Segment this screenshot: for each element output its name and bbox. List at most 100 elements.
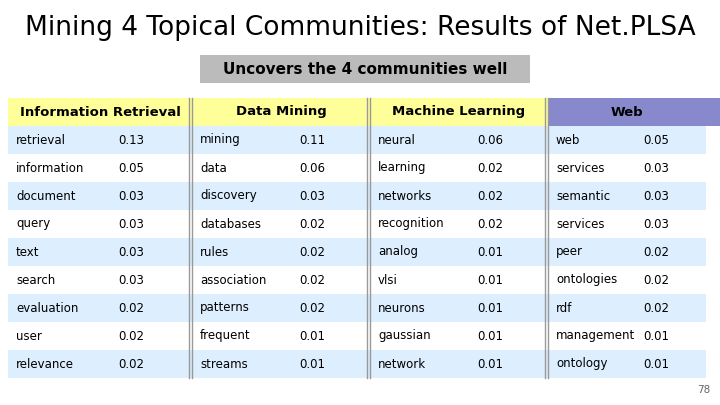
Bar xyxy=(548,98,706,126)
Bar xyxy=(8,126,192,154)
Text: vlsi: vlsi xyxy=(378,273,398,286)
Text: data: data xyxy=(200,162,227,175)
Text: learning: learning xyxy=(378,162,426,175)
Bar xyxy=(370,98,548,126)
Bar xyxy=(370,154,548,182)
Bar xyxy=(8,266,192,294)
Text: 0.01: 0.01 xyxy=(477,273,503,286)
Bar xyxy=(8,350,192,378)
Bar xyxy=(548,126,706,154)
Text: 0.03: 0.03 xyxy=(118,190,144,202)
Bar xyxy=(370,266,548,294)
Text: 0.02: 0.02 xyxy=(118,330,145,343)
Text: 0.01: 0.01 xyxy=(643,330,669,343)
Text: retrieval: retrieval xyxy=(16,134,66,147)
Bar xyxy=(192,238,370,266)
Bar xyxy=(200,55,530,83)
Bar xyxy=(548,266,706,294)
Text: 0.13: 0.13 xyxy=(118,134,145,147)
Text: 0.03: 0.03 xyxy=(643,162,669,175)
Bar xyxy=(192,210,370,238)
Text: information: information xyxy=(16,162,84,175)
Text: mining: mining xyxy=(200,134,240,147)
Text: 78: 78 xyxy=(697,385,710,395)
Text: 0.02: 0.02 xyxy=(299,217,325,230)
Text: Machine Learning: Machine Learning xyxy=(392,105,526,119)
Text: 0.02: 0.02 xyxy=(643,245,669,258)
Bar xyxy=(370,350,548,378)
Text: ontologies: ontologies xyxy=(556,273,617,286)
Bar xyxy=(8,322,192,350)
Text: discovery: discovery xyxy=(200,190,257,202)
Bar xyxy=(548,294,706,322)
Text: 0.01: 0.01 xyxy=(477,301,503,315)
Text: neurons: neurons xyxy=(378,301,426,315)
Bar xyxy=(192,266,370,294)
Bar xyxy=(8,98,192,126)
Bar xyxy=(8,210,192,238)
Text: rules: rules xyxy=(200,245,229,258)
Text: 0.03: 0.03 xyxy=(643,190,669,202)
Text: text: text xyxy=(16,245,40,258)
Text: neural: neural xyxy=(378,134,416,147)
Bar xyxy=(8,154,192,182)
Text: evaluation: evaluation xyxy=(16,301,78,315)
Bar xyxy=(548,350,706,378)
Text: 0.03: 0.03 xyxy=(118,273,144,286)
Text: peer: peer xyxy=(556,245,583,258)
Text: search: search xyxy=(16,273,55,286)
Text: analog: analog xyxy=(378,245,418,258)
Text: 0.11: 0.11 xyxy=(299,134,325,147)
Text: 0.02: 0.02 xyxy=(299,245,325,258)
Bar xyxy=(370,126,548,154)
Bar xyxy=(370,210,548,238)
Text: 0.02: 0.02 xyxy=(477,162,503,175)
Bar xyxy=(548,210,706,238)
Text: gaussian: gaussian xyxy=(378,330,431,343)
Bar xyxy=(8,294,192,322)
Text: ontology: ontology xyxy=(556,358,608,371)
Bar xyxy=(8,182,192,210)
Text: 0.01: 0.01 xyxy=(299,358,325,371)
Text: 0.01: 0.01 xyxy=(477,245,503,258)
Bar xyxy=(192,154,370,182)
Text: frequent: frequent xyxy=(200,330,251,343)
Bar xyxy=(548,322,706,350)
Text: 0.02: 0.02 xyxy=(118,358,145,371)
Text: query: query xyxy=(16,217,50,230)
Text: Data Mining: Data Mining xyxy=(235,105,326,119)
Text: 0.05: 0.05 xyxy=(118,162,144,175)
Text: 0.03: 0.03 xyxy=(118,245,144,258)
Text: association: association xyxy=(200,273,266,286)
Text: 0.02: 0.02 xyxy=(299,301,325,315)
Text: network: network xyxy=(378,358,426,371)
Text: 0.03: 0.03 xyxy=(118,217,144,230)
Text: networks: networks xyxy=(378,190,432,202)
Text: services: services xyxy=(556,162,605,175)
Text: services: services xyxy=(556,217,605,230)
Text: user: user xyxy=(16,330,42,343)
Text: document: document xyxy=(16,190,76,202)
Text: 0.03: 0.03 xyxy=(299,190,325,202)
Bar xyxy=(370,182,548,210)
Text: 0.02: 0.02 xyxy=(477,190,503,202)
Text: 0.01: 0.01 xyxy=(477,330,503,343)
Text: 0.01: 0.01 xyxy=(477,358,503,371)
Bar xyxy=(548,238,706,266)
Bar xyxy=(8,238,192,266)
Bar xyxy=(192,98,370,126)
Bar xyxy=(192,322,370,350)
Text: 0.03: 0.03 xyxy=(643,217,669,230)
Bar xyxy=(192,350,370,378)
Text: 0.02: 0.02 xyxy=(643,273,669,286)
Text: 0.02: 0.02 xyxy=(299,273,325,286)
Text: Uncovers the 4 communities well: Uncovers the 4 communities well xyxy=(222,62,507,77)
Text: streams: streams xyxy=(200,358,248,371)
Text: semantic: semantic xyxy=(556,190,610,202)
Text: 0.02: 0.02 xyxy=(643,301,669,315)
Bar xyxy=(192,126,370,154)
Text: web: web xyxy=(556,134,580,147)
Text: databases: databases xyxy=(200,217,261,230)
Text: 0.06: 0.06 xyxy=(477,134,503,147)
Bar xyxy=(370,238,548,266)
